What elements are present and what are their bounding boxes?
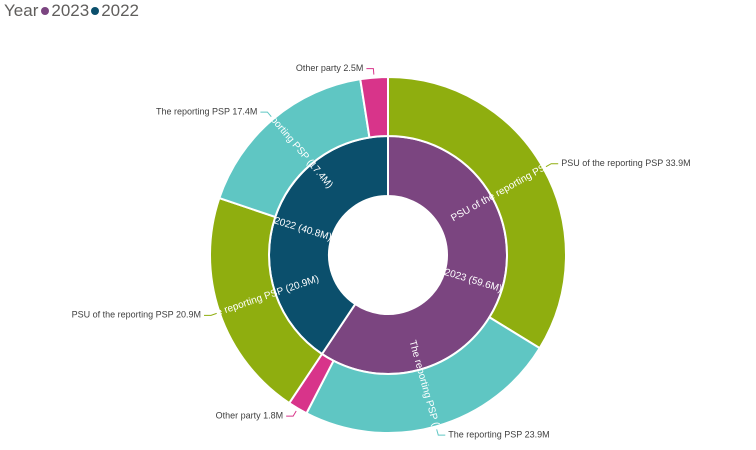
outside-label-2022-psu-of-the-reporting-psp: PSU of the reporting PSP 20.9M bbox=[72, 310, 201, 320]
legend-item-2022[interactable]: 2022 bbox=[91, 1, 139, 21]
outside-label-2023-the-reporting-psp: The reporting PSP 23.9M bbox=[448, 429, 549, 439]
leader-line-2023-psu-of-the-reporting-psp bbox=[545, 163, 559, 168]
chart-legend: Year 2023 2022 bbox=[4, 0, 141, 22]
leader-line-2022-other-party bbox=[366, 68, 375, 75]
legend-title: Year bbox=[4, 1, 39, 20]
leader-line-2022-psu-of-the-reporting-psp bbox=[204, 312, 217, 316]
outer-segment-2022-other-party[interactable] bbox=[359, 75, 389, 139]
legend-item-2023[interactable]: 2023 bbox=[41, 1, 89, 21]
outside-label-2023-other-party: Other party 1.8M bbox=[216, 411, 284, 421]
legend-marker-2023 bbox=[41, 7, 50, 15]
legend-label-2022: 2022 bbox=[101, 1, 140, 20]
outer-segment-2023-psu-of-the-reporting-psp[interactable] bbox=[387, 75, 567, 350]
leader-line-2022-the-reporting-psp bbox=[260, 111, 272, 117]
legend-label-2023: 2023 bbox=[51, 1, 90, 20]
outside-label-2022-the-reporting-psp: The reporting PSP 17.4M bbox=[156, 106, 257, 116]
outside-label-2023-psu-of-the-reporting-psp: PSU of the reporting PSP 33.9M bbox=[561, 158, 690, 168]
leader-line-2023-the-reporting-psp bbox=[436, 429, 446, 436]
legend-marker-2022 bbox=[91, 7, 100, 15]
leader-line-2023-other-party bbox=[286, 410, 297, 417]
outside-label-2022-other-party: Other party 2.5M bbox=[296, 63, 364, 73]
